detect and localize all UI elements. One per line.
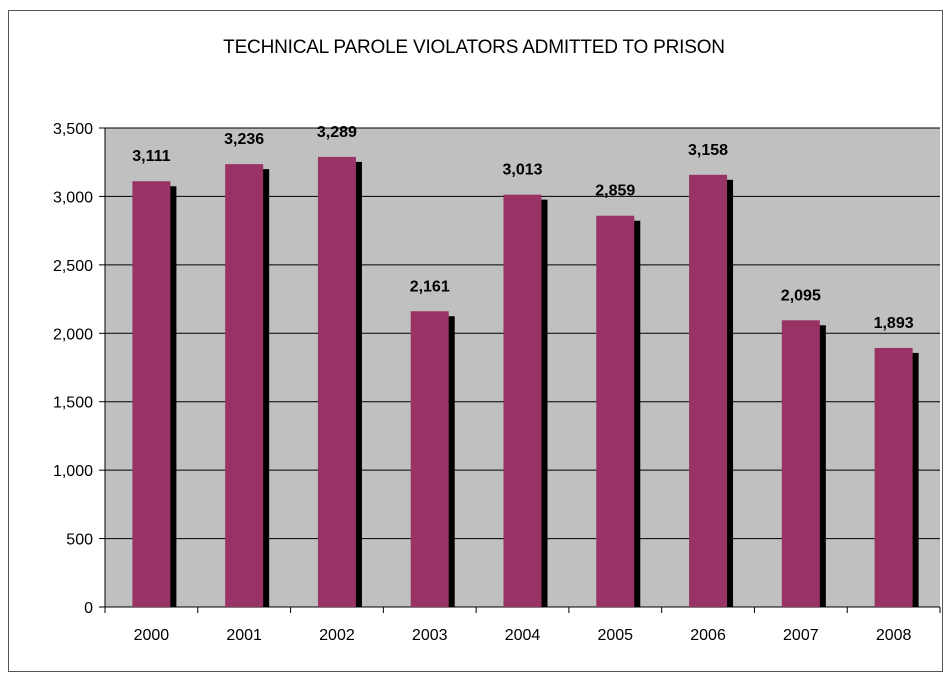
x-tick-label-2006: 2006 [690, 627, 726, 644]
x-tick-label-2004: 2004 [505, 627, 541, 644]
data-label-2000: 3,111 [132, 148, 170, 165]
y-tick-label: 1,500 [53, 395, 93, 412]
bar-2001 [225, 164, 264, 607]
x-tick-label-2000: 2000 [134, 627, 170, 644]
x-axis: 2000 2001 2002 2003 2004 2005 2006 2007 2008 [104, 606, 941, 644]
bar-2008 [874, 347, 913, 607]
y-tick-label: 3,000 [53, 189, 93, 206]
data-label-2001: 3,236 [224, 131, 264, 148]
x-tick-label-2001: 2001 [226, 627, 262, 644]
bar-2002 [317, 156, 356, 607]
bars [132, 156, 919, 608]
x-tick-label-2007: 2007 [783, 627, 819, 644]
y-tick-label: 500 [66, 532, 93, 549]
y-tick-label: 0 [84, 600, 93, 617]
bar-2000 [132, 181, 171, 607]
y-tick-label: 3,500 [53, 121, 93, 138]
data-label-2005: 2,859 [595, 183, 635, 200]
x-tick-label-2008: 2008 [876, 627, 912, 644]
y-tick-label: 1,000 [53, 463, 93, 480]
data-label-2004: 3,013 [502, 162, 542, 179]
chart-title: TECHNICAL PAROLE VIOLATORS ADMITTED TO P… [223, 37, 725, 58]
bar-2005 [596, 215, 635, 607]
bar-2007 [781, 320, 820, 607]
bar-2006 [689, 174, 728, 607]
bar-2003 [410, 311, 449, 607]
data-label-2002: 3,289 [317, 124, 357, 141]
y-tick-label: 2,000 [53, 326, 93, 343]
data-label-2003: 2,161 [410, 278, 450, 295]
data-labels: 3,111 3,236 3,289 2,161 3,013 2,859 3,158 2,095… [132, 124, 913, 332]
data-label-2006: 3,158 [688, 142, 728, 159]
x-tick-label-2005: 2005 [597, 627, 633, 644]
data-label-2007: 2,095 [781, 287, 821, 304]
y-tick-label: 2,500 [53, 258, 93, 275]
x-tick-label-2003: 2003 [412, 627, 448, 644]
bar-2004 [503, 194, 542, 608]
x-tick-label-2002: 2002 [319, 627, 355, 644]
data-label-2008: 1,893 [874, 315, 914, 332]
y-axis: 0 500 1,000 1,500 2,000 2,500 3,000 3,500 [53, 121, 106, 617]
